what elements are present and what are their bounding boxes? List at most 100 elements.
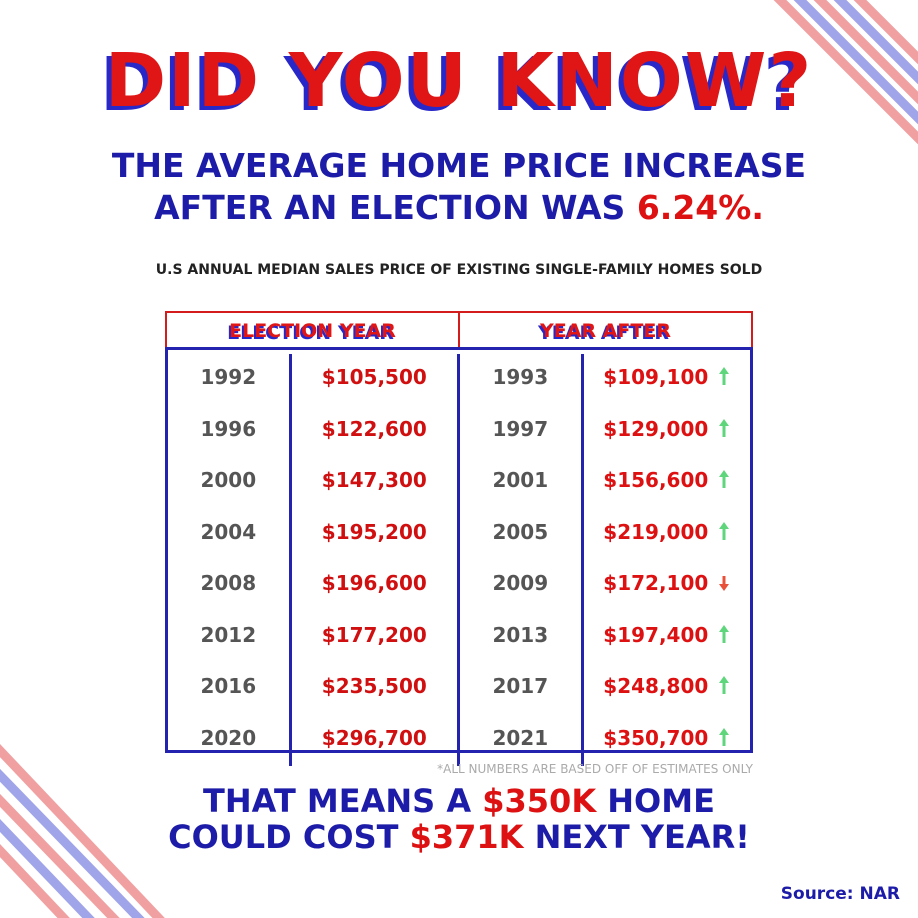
- table-cell: 2000: [168, 457, 289, 509]
- trend-arrow: [719, 727, 730, 746]
- table-row: 2000 $147,300 2001 $156,600: [168, 457, 750, 509]
- price: $147,300: [321, 468, 427, 492]
- headline-highlight: 6.24%.: [636, 188, 764, 227]
- table-cell: 2012: [168, 612, 289, 664]
- year: 1996: [200, 416, 257, 441]
- table-row: 1992 $105,500 1993 $109,100: [168, 354, 750, 406]
- year: 2021: [492, 725, 549, 750]
- price: $172,100: [603, 571, 709, 595]
- price: $177,200: [321, 622, 427, 647]
- table-cell: 2013: [460, 612, 581, 664]
- table-cell: 1993: [460, 354, 581, 406]
- table-cell: $248,800: [580, 663, 750, 715]
- price: $129,000: [603, 416, 709, 441]
- year: 2004: [200, 519, 257, 544]
- table-cell: 2001: [460, 457, 581, 509]
- year: 1993: [492, 365, 549, 389]
- table-cell: $105,500: [288, 354, 460, 406]
- table-cell: $122,600: [288, 405, 460, 457]
- header-cell: YEAR AFTER: [458, 313, 751, 347]
- source: Source: NAR: [780, 884, 900, 904]
- table-cell: 2021: [460, 715, 581, 767]
- headline: THE AVERAGE HOME PRICE INCREASE: [111, 146, 807, 185]
- year: 2005: [492, 519, 549, 544]
- trend-arrow: [719, 676, 730, 694]
- price: $156,600: [603, 468, 709, 492]
- table-cell: 2020: [168, 715, 289, 767]
- conclusion: THAT MEANS A $350K HOME: [0, 782, 918, 820]
- year: 2001: [492, 468, 549, 492]
- table-cell: 1992: [168, 354, 289, 406]
- price: $248,800: [603, 674, 709, 698]
- table-cell: $350,700: [580, 714, 750, 766]
- trend-arrow: [719, 624, 730, 643]
- table-body: 1992 $105,500 1993 $109,100 1996 $122,600 1997…: [165, 347, 753, 766]
- table-cell: 1997: [460, 406, 581, 458]
- price: $219,000: [603, 519, 709, 544]
- trend-arrow: [719, 470, 730, 488]
- table-cell: $172,100: [580, 560, 750, 612]
- table-row: 2016 $235,500 2017 $248,800: [168, 663, 750, 715]
- trend-arrow: [719, 367, 730, 385]
- year: 2009: [492, 571, 549, 595]
- year: 2020: [200, 725, 257, 750]
- table-cell: 2004: [168, 509, 289, 561]
- footnote: *ALL NUMBERS ARE BASED OFF OF ESTIMATES …: [437, 762, 753, 776]
- trend-arrow: [719, 576, 730, 591]
- table-row: 2004 $195,200 2005 $219,000: [168, 508, 750, 561]
- table-cell: $219,000: [580, 508, 750, 560]
- caption: U.S ANNUAL MEDIAN SALES PRICE OF EXISTIN…: [155, 262, 763, 278]
- table-cell: $196,600: [288, 560, 460, 612]
- price: $195,200: [321, 519, 427, 544]
- price: $296,700: [321, 725, 427, 750]
- conclusion-text: COULD COST: [168, 818, 410, 856]
- table-cell: $129,000: [580, 405, 750, 457]
- year: 1997: [492, 416, 549, 441]
- table-header: ELECTION YEAR YEAR AFTER: [165, 311, 753, 347]
- table-row: 2012 $177,200 2013 $197,400: [168, 611, 750, 664]
- table-cell: $109,100: [580, 354, 750, 406]
- table: ELECTION YEAR YEAR AFTER 1992 $105,500 199…: [165, 311, 753, 766]
- conclusion-text: THAT MEANS A: [203, 782, 483, 820]
- conclusion: COULD COST $371K NEXT YEAR!: [0, 818, 918, 856]
- year: 2008: [200, 571, 257, 595]
- table-row: 2020 $296,700 2021 $350,700: [168, 714, 750, 767]
- table-cell: 2005: [460, 509, 581, 561]
- table-cell: 2009: [460, 560, 581, 612]
- headline: AFTER AN ELECTION WAS 6.24%.: [0, 188, 918, 227]
- price: $105,500: [321, 365, 427, 389]
- year: 2012: [200, 622, 257, 647]
- year: 2013: [492, 622, 549, 647]
- year: 2000: [200, 468, 257, 492]
- table-cell: $177,200: [288, 611, 460, 663]
- conclusion-text: HOME: [596, 782, 715, 820]
- table-cell: $235,500: [288, 663, 460, 715]
- price: $350,700: [603, 725, 709, 750]
- price: $122,600: [321, 416, 427, 441]
- table-cell: $156,600: [580, 457, 750, 509]
- table-cell: $296,700: [288, 714, 460, 766]
- table-cell: $147,300: [288, 457, 460, 509]
- title: DID YOU KNOW?: [104, 38, 814, 124]
- headline-text: AFTER AN ELECTION WAS: [154, 188, 637, 227]
- conclusion-highlight: $350K: [482, 782, 597, 820]
- trend-arrow: [719, 418, 730, 437]
- price: $109,100: [603, 365, 709, 389]
- price: $235,500: [321, 674, 427, 698]
- table-row: 1996 $122,600 1997 $129,000: [168, 405, 750, 458]
- price: $196,600: [321, 571, 427, 595]
- price: $197,400: [603, 622, 709, 647]
- table-row: 2008 $196,600 2009 $172,100: [168, 560, 750, 612]
- table-cell: 1996: [168, 406, 289, 458]
- year: 2017: [492, 674, 549, 698]
- conclusion-highlight: $371K: [409, 818, 524, 856]
- trend-arrow: [719, 521, 730, 540]
- table-cell: 2017: [460, 663, 581, 715]
- table-cell: 2008: [168, 560, 289, 612]
- header-cell: ELECTION YEAR: [229, 320, 396, 342]
- table-cell: $195,200: [288, 508, 460, 560]
- table-cell: $197,400: [580, 611, 750, 663]
- conclusion-text: NEXT YEAR!: [523, 818, 750, 856]
